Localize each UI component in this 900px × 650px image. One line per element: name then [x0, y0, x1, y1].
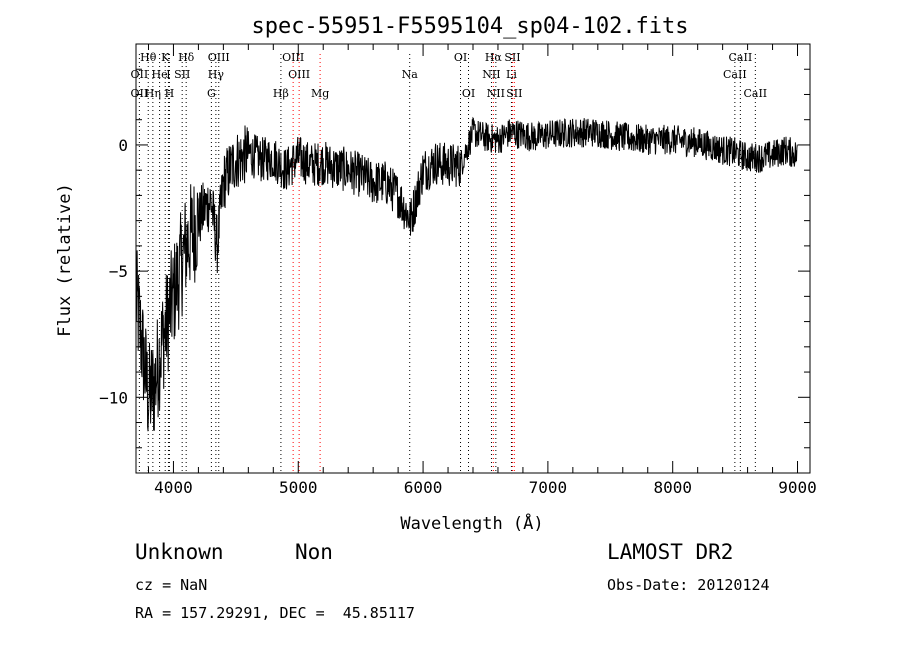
line-label: NII [482, 68, 500, 81]
line-label: CaII [729, 51, 753, 64]
y-tick-label: 0 [118, 136, 128, 155]
line-label: Hθ [140, 51, 157, 64]
line-label: OI [462, 87, 475, 100]
x-tick-label: 4000 [154, 478, 193, 497]
line-label: Hα [485, 51, 503, 64]
observation-date: Obs-Date: 20120124 [607, 576, 770, 594]
line-label: Hη [145, 87, 161, 100]
object-class: Unknown [135, 540, 224, 564]
line-label: G [207, 87, 216, 100]
x-axis-label: Wavelength (Å) [400, 512, 543, 534]
line-label: OI [454, 51, 467, 64]
line-label: SII [506, 87, 522, 100]
object-subclass: Non [295, 540, 333, 564]
line-label: NII [487, 87, 505, 100]
axes: 4000 5000 6000 7000 8000 9000 0 −5 −10 [99, 43, 817, 497]
line-label: OIII [288, 68, 310, 81]
x-tick-label: 7000 [529, 478, 568, 497]
x-tick-label: 8000 [653, 478, 692, 497]
y-tick-label: −10 [99, 388, 128, 407]
line-label: SII [174, 68, 190, 81]
line-label: Hδ [178, 51, 195, 64]
line-label: Hγ [208, 68, 225, 81]
line-label: OIII [282, 51, 304, 64]
plot-frame [135, 43, 811, 474]
ra-dec: RA = 157.29291, DEC = 45.85117 [135, 604, 415, 622]
spectrum-line [135, 116, 798, 432]
line-label: Li [506, 68, 517, 81]
line-label: CaII [743, 87, 767, 100]
line-label: SII [504, 51, 520, 64]
chart-title: spec-55951-F5595104_sp04-102.fits [251, 14, 688, 39]
line-label: Na [402, 68, 419, 81]
line-label: CaII [723, 68, 747, 81]
line-label: H [165, 87, 175, 100]
line-label: OII [131, 68, 149, 81]
x-tick-label: 9000 [778, 478, 817, 497]
x-tick-label: 5000 [279, 478, 318, 497]
y-tick-label: −5 [109, 262, 128, 281]
line-label: OIII [208, 51, 230, 64]
y-axis-label: Flux (relative) [55, 183, 75, 337]
line-label: OII [131, 87, 149, 100]
line-label: He [152, 68, 168, 81]
line-label: K [161, 51, 170, 64]
spectrum-series [135, 116, 798, 432]
line-markers [138, 54, 756, 473]
survey-name: LAMOST DR2 [607, 540, 734, 564]
line-label: Hβ [273, 87, 289, 100]
line-label: I [166, 68, 170, 81]
x-tick-label: 6000 [404, 478, 443, 497]
line-label: Mg [311, 87, 329, 100]
redshift-cz: cz = NaN [135, 576, 208, 594]
